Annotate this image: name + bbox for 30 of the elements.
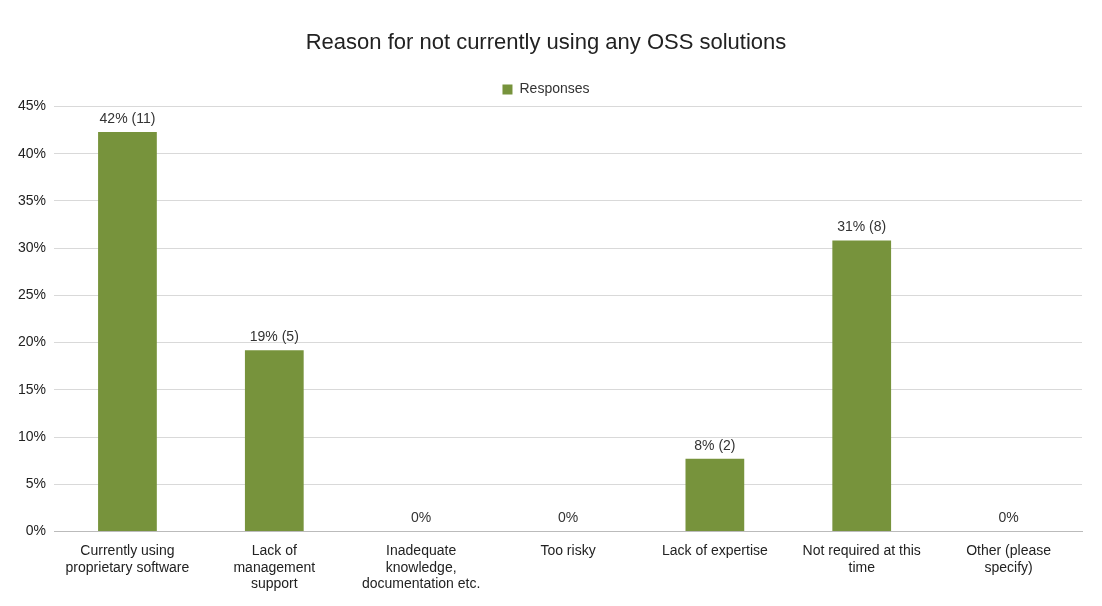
data-label: 19% (5) — [249, 328, 299, 345]
data-label: 0% — [557, 509, 579, 526]
y-tick-label: 45% — [17, 97, 47, 114]
x-tick-label: Currently using proprietary software — [65, 541, 190, 575]
data-label: 42% (11) — [99, 109, 156, 126]
y-tick-label: 20% — [17, 333, 47, 350]
y-tick-label: 35% — [17, 191, 47, 208]
y-tick-label: 30% — [17, 238, 47, 255]
data-label: 31% (8) — [837, 218, 887, 235]
bar — [98, 131, 157, 532]
x-tick-label: Too risky — [540, 541, 596, 558]
data-label: 8% (2) — [694, 436, 736, 453]
data-label: 0% — [411, 509, 432, 526]
x-tick-label: Other (please specify) — [966, 541, 1052, 575]
data-label: 0% — [998, 509, 1019, 526]
y-tick-label: 5% — [25, 475, 47, 492]
bar — [244, 350, 304, 532]
x-tick-label: Inadequate knowledge, documentation etc. — [362, 541, 481, 592]
y-tick-label: 10% — [17, 427, 47, 444]
y-tick-label: 25% — [17, 286, 47, 303]
y-tick-label: 40% — [17, 144, 47, 161]
chart-title: Reason for not currently using any OSS solutions — [305, 29, 787, 55]
x-tick-label: Not required at this time — [802, 541, 921, 575]
bar — [685, 458, 745, 532]
y-tick-label: 15% — [17, 380, 47, 397]
legend-label: Responses — [519, 80, 590, 97]
bar — [832, 240, 892, 532]
x-tick-label: Lack of management support — [233, 541, 316, 592]
x-tick-label: Lack of expertise — [661, 541, 768, 558]
y-tick-label: 0% — [25, 522, 47, 539]
